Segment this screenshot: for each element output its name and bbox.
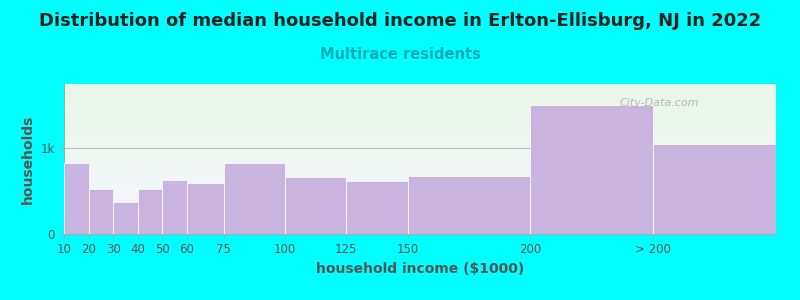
Bar bbox=[408, 176, 530, 234]
Bar bbox=[285, 177, 346, 234]
Bar bbox=[162, 180, 186, 234]
Bar bbox=[346, 181, 408, 234]
Bar bbox=[64, 163, 89, 234]
Bar bbox=[113, 202, 138, 234]
Text: City-Data.com: City-Data.com bbox=[619, 98, 699, 109]
Y-axis label: households: households bbox=[21, 114, 35, 204]
Bar bbox=[654, 144, 776, 234]
Bar bbox=[138, 189, 162, 234]
Bar bbox=[89, 189, 113, 234]
Bar bbox=[223, 163, 285, 234]
Bar bbox=[186, 183, 223, 234]
Text: Distribution of median household income in Erlton-Ellisburg, NJ in 2022: Distribution of median household income … bbox=[39, 12, 761, 30]
Text: Multirace residents: Multirace residents bbox=[319, 46, 481, 62]
X-axis label: household income ($1000): household income ($1000) bbox=[316, 262, 524, 276]
Bar bbox=[530, 105, 654, 234]
